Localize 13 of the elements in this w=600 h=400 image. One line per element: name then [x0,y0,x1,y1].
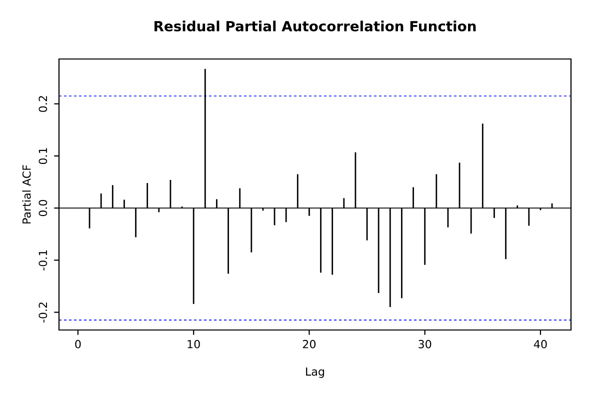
y-tick-label: -0.2 [38,302,48,323]
x-tick-label: 40 [534,340,547,348]
x-tick-label: 20 [302,340,316,348]
y-tick-label: 0.0 [38,200,48,216]
x-axis-title: Lag [306,367,324,378]
y-tick-label: 0.1 [38,148,48,164]
x-tick-label: 10 [188,340,200,348]
chart-title: Residual Partial Autocorrelation Function [154,20,476,32]
y-axis-title: Partial ACF [22,165,31,224]
y-tick-label: -0.1 [38,250,48,270]
x-tick-label: 30 [418,340,432,348]
x-tick-label: 0 [75,340,81,348]
y-tick-label: 0.2 [38,96,48,112]
